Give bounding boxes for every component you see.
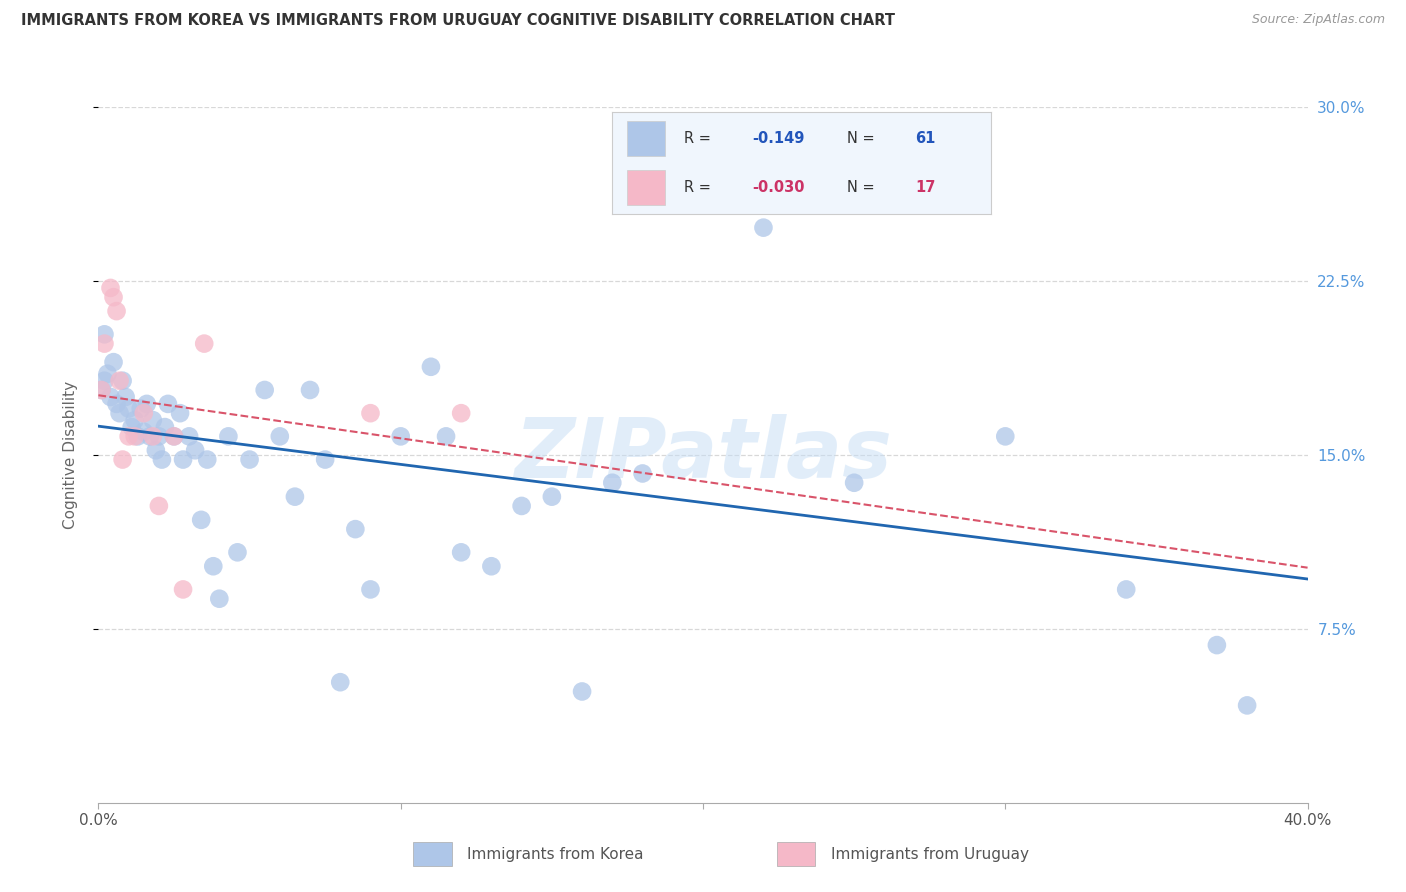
Point (150, 452, 173, 467)
Point (195, 452, 218, 467)
Point (105, 304, 128, 318)
Point (190, 513, 212, 527)
Point (172, 582, 194, 597)
Point (344, 522, 367, 536)
Point (90, 383, 112, 397)
Point (100, 281, 122, 295)
Point (163, 429, 186, 443)
Point (148, 429, 170, 443)
Point (156, 397, 179, 411)
Point (90, 383, 112, 397)
Point (111, 452, 134, 467)
Point (631, 467, 654, 481)
Point (253, 383, 276, 397)
Point (135, 397, 157, 411)
Point (153, 420, 176, 434)
Point (132, 425, 155, 439)
Point (202, 559, 225, 574)
FancyBboxPatch shape (778, 842, 815, 866)
Y-axis label: Cognitive Disability: Cognitive Disability (63, 381, 77, 529)
Point (93, 336, 115, 351)
Point (450, 545, 472, 559)
Point (994, 429, 1017, 443)
Point (121, 420, 143, 434)
Point (184, 443, 207, 458)
Point (108, 374, 131, 388)
Text: -0.030: -0.030 (752, 180, 804, 195)
Point (450, 406, 472, 420)
Point (314, 452, 336, 467)
Point (118, 429, 141, 443)
Point (179, 429, 201, 443)
Point (420, 359, 443, 374)
Point (329, 675, 352, 690)
Point (299, 383, 322, 397)
Point (540, 490, 562, 504)
Point (239, 452, 262, 467)
Point (148, 499, 170, 513)
Point (93, 374, 115, 388)
Text: 61: 61 (915, 130, 935, 145)
Point (844, 475, 866, 490)
Point (692, 135, 714, 149)
Point (481, 559, 503, 574)
Point (114, 390, 136, 404)
Point (510, 499, 533, 513)
Point (118, 401, 141, 416)
Point (108, 406, 131, 420)
Point (571, 684, 593, 698)
Point (103, 290, 125, 304)
Point (193, 336, 215, 351)
Point (169, 406, 191, 420)
Point (360, 582, 382, 597)
Point (269, 429, 291, 443)
Text: N =: N = (846, 130, 875, 145)
Point (100, 390, 122, 404)
Point (1236, 698, 1258, 713)
Point (142, 413, 165, 427)
Point (752, 220, 775, 235)
Point (434, 429, 457, 443)
FancyBboxPatch shape (413, 842, 453, 866)
Text: N =: N = (846, 180, 875, 195)
Point (103, 355, 125, 369)
Text: Immigrants from Uruguay: Immigrants from Uruguay (831, 847, 1029, 862)
Point (96, 367, 118, 381)
Text: -0.149: -0.149 (752, 130, 804, 145)
Point (132, 406, 155, 420)
Point (172, 452, 194, 467)
Point (163, 429, 186, 443)
Point (105, 397, 128, 411)
Point (1115, 582, 1137, 597)
Text: Immigrants from Korea: Immigrants from Korea (467, 847, 644, 862)
Text: R =: R = (683, 130, 710, 145)
Text: IMMIGRANTS FROM KOREA VS IMMIGRANTS FROM URUGUAY COGNITIVE DISABILITY CORRELATIO: IMMIGRANTS FROM KOREA VS IMMIGRANTS FROM… (21, 13, 896, 29)
Point (111, 374, 134, 388)
Point (217, 429, 239, 443)
Point (226, 545, 249, 559)
FancyBboxPatch shape (627, 170, 665, 205)
Point (145, 443, 167, 458)
Point (139, 429, 162, 443)
Point (208, 591, 231, 606)
Point (93, 327, 115, 342)
Point (1206, 638, 1229, 652)
Point (124, 429, 146, 443)
Point (127, 429, 149, 443)
Point (142, 429, 165, 443)
Point (360, 406, 382, 420)
Text: 17: 17 (915, 180, 935, 195)
Text: ZIPatlas: ZIPatlas (515, 415, 891, 495)
Point (124, 413, 146, 427)
Text: Source: ZipAtlas.com: Source: ZipAtlas.com (1251, 13, 1385, 27)
Text: R =: R = (683, 180, 710, 195)
Point (602, 475, 624, 490)
FancyBboxPatch shape (627, 120, 665, 155)
Point (389, 429, 412, 443)
Point (129, 401, 152, 416)
Point (284, 490, 307, 504)
